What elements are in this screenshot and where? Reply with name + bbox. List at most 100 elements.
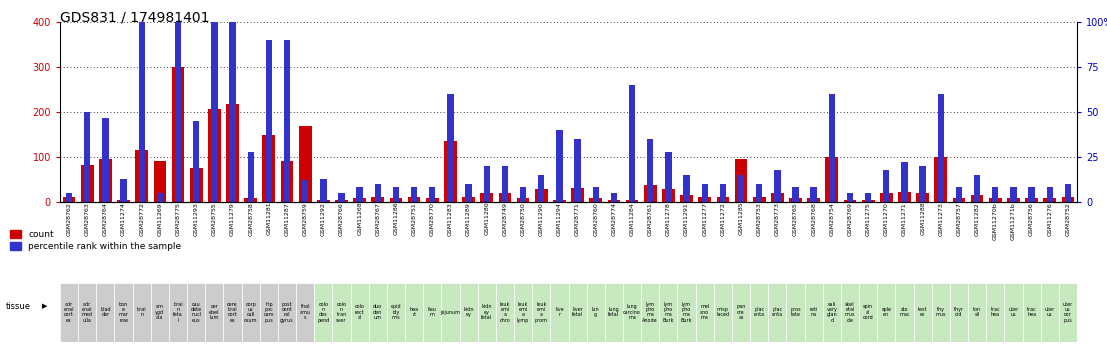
Bar [187, 283, 205, 342]
Bar [96, 283, 114, 342]
Text: GSM11278: GSM11278 [666, 202, 671, 236]
Text: thy
mus: thy mus [935, 307, 946, 317]
Bar [699, 197, 711, 202]
Bar [266, 40, 272, 202]
Bar [532, 283, 550, 342]
Bar [861, 199, 875, 202]
Bar [121, 178, 126, 202]
Bar [735, 159, 747, 202]
Text: GSM11280: GSM11280 [484, 202, 489, 235]
Text: reti
na: reti na [809, 307, 818, 317]
Text: cau
date
nucl
eus: cau date nucl eus [190, 302, 201, 323]
Bar [459, 283, 478, 342]
Text: hea
rt: hea rt [410, 307, 418, 317]
Text: GSM11291: GSM11291 [684, 202, 689, 236]
Bar [589, 198, 602, 202]
Bar [829, 94, 835, 202]
Text: GSM28751: GSM28751 [412, 202, 416, 236]
Bar [644, 185, 656, 202]
Bar [1028, 187, 1035, 202]
Bar [753, 197, 766, 202]
Bar [484, 166, 490, 202]
Text: leuk
emi
a
lymp: leuk emi a lymp [517, 302, 529, 323]
Text: GSM11279: GSM11279 [230, 202, 235, 236]
Text: GSM11292: GSM11292 [321, 202, 325, 236]
Bar [193, 121, 199, 202]
Bar [883, 169, 890, 202]
Text: GSM11284: GSM11284 [630, 202, 634, 236]
Bar [407, 197, 421, 202]
Text: brai
n: brai n [137, 307, 146, 317]
Bar [229, 0, 236, 202]
Text: colo
n
tran
sver: colo n tran sver [337, 302, 346, 323]
Bar [224, 283, 241, 342]
Bar [793, 187, 798, 202]
Bar [102, 118, 108, 202]
Bar [335, 199, 348, 202]
Bar [281, 161, 293, 202]
Text: GSM28758: GSM28758 [248, 202, 254, 236]
Bar [135, 150, 148, 202]
Bar [665, 151, 672, 202]
Bar [444, 141, 457, 202]
Bar [538, 175, 545, 202]
Bar [786, 283, 805, 342]
Bar [896, 283, 913, 342]
Bar [901, 162, 908, 202]
Text: GSM28762: GSM28762 [66, 202, 72, 236]
Bar [917, 193, 929, 202]
Text: kidn
ey
fetal: kidn ey fetal [482, 304, 493, 320]
Bar [751, 283, 768, 342]
Text: adr
enal
cort
ex: adr enal cort ex [64, 302, 74, 323]
Text: GSM11285: GSM11285 [738, 202, 744, 235]
Text: GSM28752: GSM28752 [1065, 202, 1070, 236]
Bar [498, 193, 511, 202]
Text: ileu
m: ileu m [428, 307, 437, 317]
Text: ▶: ▶ [42, 303, 48, 309]
Bar [175, 0, 182, 202]
Bar [369, 283, 386, 342]
Bar [989, 198, 1002, 202]
Text: GSM11289: GSM11289 [466, 202, 472, 236]
Bar [932, 283, 950, 342]
Bar [1058, 283, 1077, 342]
Text: GSM11275: GSM11275 [866, 202, 870, 236]
Text: lym
pho
ma
Burk: lym pho ma Burk [663, 302, 674, 323]
Text: GSM11273: GSM11273 [939, 202, 943, 236]
Bar [554, 199, 566, 202]
Bar [133, 283, 151, 342]
Bar [99, 159, 112, 202]
Bar [66, 193, 72, 202]
Bar [154, 161, 166, 202]
Bar [913, 283, 932, 342]
Bar [339, 193, 344, 202]
Bar [278, 283, 296, 342]
Bar [353, 198, 366, 202]
Bar [680, 195, 693, 202]
Text: GSM11276: GSM11276 [1047, 202, 1053, 236]
Text: GSM28761: GSM28761 [648, 202, 653, 236]
Bar [859, 283, 877, 342]
Bar [501, 166, 508, 202]
Text: leuk
emi
a
chro: leuk emi a chro [499, 302, 510, 323]
Bar [789, 198, 801, 202]
Text: lung
fetal: lung fetal [609, 307, 620, 317]
Bar [151, 283, 169, 342]
Bar [430, 187, 435, 202]
Text: GSM11272: GSM11272 [721, 202, 725, 236]
Text: GSM11286: GSM11286 [393, 202, 399, 235]
Bar [314, 283, 332, 342]
Bar [844, 199, 857, 202]
Bar [587, 283, 604, 342]
Text: GSM28767: GSM28767 [375, 202, 381, 236]
Text: GSM28760: GSM28760 [593, 202, 598, 236]
Bar [84, 112, 91, 202]
Text: GDS831 / 174981401: GDS831 / 174981401 [60, 10, 209, 24]
Bar [938, 94, 944, 202]
Text: hip
poc
cam
pus: hip poc cam pus [263, 302, 275, 323]
Bar [63, 197, 75, 202]
Text: GSM28765: GSM28765 [793, 202, 798, 236]
Text: uter
us: uter us [1008, 307, 1018, 317]
Text: GSM28764: GSM28764 [103, 202, 107, 236]
Text: GSM11290: GSM11290 [539, 202, 544, 236]
